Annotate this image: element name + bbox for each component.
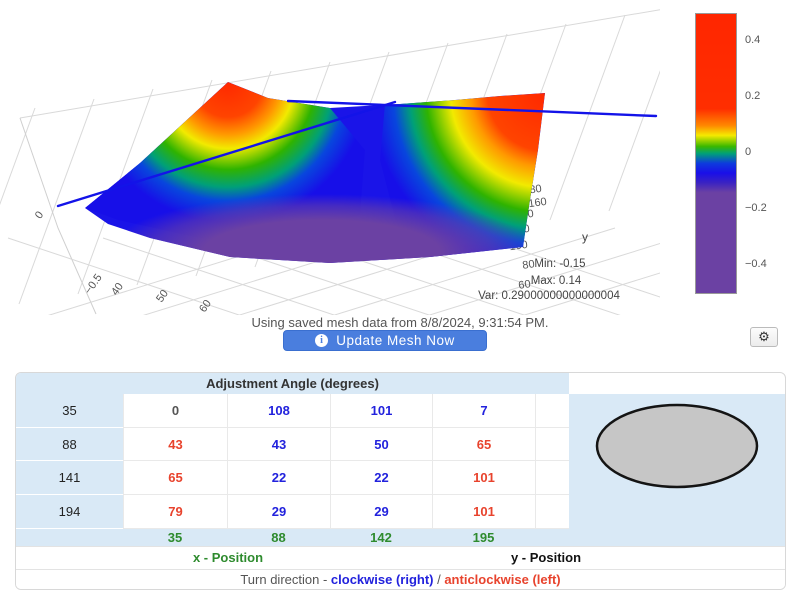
spacer-cell	[535, 394, 569, 428]
surface-plot[interactable]: 180 160 140 120 100 80 60	[0, 0, 660, 315]
footer-fill	[16, 529, 123, 546]
mesh-surface	[85, 82, 545, 263]
row-label: 141	[16, 461, 123, 495]
angle-cell: 79	[123, 495, 227, 529]
surface-plot-canvas: 180 160 140 120 100 80 60	[0, 9, 660, 315]
turn-direction-prefix: Turn direction -	[240, 572, 331, 587]
adjustment-angle-table: Adjustment Angle (degrees) x - Position …	[15, 372, 786, 590]
mesh-edge-lines	[56, 99, 658, 208]
turn-direction-text: Turn direction - clockwise (right) / ant…	[16, 569, 785, 589]
row-label: 194	[16, 495, 123, 529]
angle-cell: 29	[227, 495, 330, 529]
direction-disc-canvas	[595, 403, 759, 489]
x-tick: −0.5	[82, 272, 104, 297]
table-header: Adjustment Angle (degrees)	[16, 373, 569, 394]
colorbar	[695, 13, 737, 294]
row-label: 35	[16, 394, 123, 428]
gear-icon: ⚙	[758, 329, 770, 344]
angle-cell: 43	[123, 428, 227, 461]
update-mesh-button-label: Update Mesh Now	[336, 333, 455, 348]
x-tick: 50	[154, 288, 171, 305]
angle-cell: 7	[432, 394, 535, 428]
mesh-var-value: Var: 0.29000000000000004	[478, 290, 620, 302]
y-tick: 160	[528, 196, 548, 210]
angle-cell: 22	[330, 461, 432, 495]
y-tick: 60	[518, 278, 532, 292]
colorbar-tick: −0.4	[745, 258, 767, 270]
angle-cell: 0	[123, 394, 227, 428]
z-tick: 0	[33, 209, 46, 221]
direction-disc-ellipse	[595, 403, 759, 489]
mesh-min-value: Min: -0.15	[534, 258, 585, 270]
angle-cell: 65	[123, 461, 227, 495]
spacer-cell	[535, 461, 569, 495]
colorbar-tick: 0	[745, 146, 752, 158]
colorbar-tick: 0.4	[745, 34, 761, 46]
colorbar-tick: −0.2	[745, 202, 767, 214]
anticlockwise-label: anticlockwise (left)	[444, 572, 561, 587]
angle-cell: 43	[227, 428, 330, 461]
spacer-cell	[535, 428, 569, 461]
turn-direction-separator: /	[433, 572, 445, 587]
angle-cell: 65	[432, 428, 535, 461]
footer-value: 142	[330, 529, 432, 546]
mesh-stats: Min: -0.15 Max: 0.14 Var: 0.290000000000…	[478, 258, 620, 302]
angle-cell: 101	[330, 394, 432, 428]
y-axis-label: y	[582, 230, 588, 244]
x-tick: 40	[109, 281, 126, 298]
angle-cell: 108	[227, 394, 330, 428]
update-mesh-button[interactable]: i Update Mesh Now	[283, 330, 487, 351]
angle-cell: 22	[227, 461, 330, 495]
footer-value: 35	[123, 529, 227, 546]
angle-cell: 29	[330, 495, 432, 529]
colorbar-tick: 0.2	[745, 90, 761, 102]
y-tick: 80	[522, 258, 536, 272]
direction-disc-cell	[569, 394, 785, 546]
footer-value: 195	[432, 529, 535, 546]
info-icon: i	[315, 334, 329, 347]
footer-fill	[535, 529, 569, 546]
position-labels-row: x - Position y - Position	[16, 546, 785, 569]
row-label: 88	[16, 428, 123, 461]
status-text: Using saved mesh data from 8/8/2024, 9:3…	[251, 315, 549, 330]
spacer-cell	[535, 495, 569, 529]
x-position-label: x - Position	[192, 550, 264, 565]
clockwise-label: clockwise (right)	[330, 572, 434, 587]
settings-button[interactable]: ⚙	[750, 327, 778, 347]
x-tick: 60	[197, 298, 214, 315]
angle-cell: 101	[432, 495, 535, 529]
angle-cell: 50	[330, 428, 432, 461]
mesh-max-value: Max: 0.14	[531, 275, 582, 287]
angle-cell: 101	[432, 461, 535, 495]
footer-value: 88	[227, 529, 330, 546]
y-position-label: y - Position	[510, 550, 582, 565]
